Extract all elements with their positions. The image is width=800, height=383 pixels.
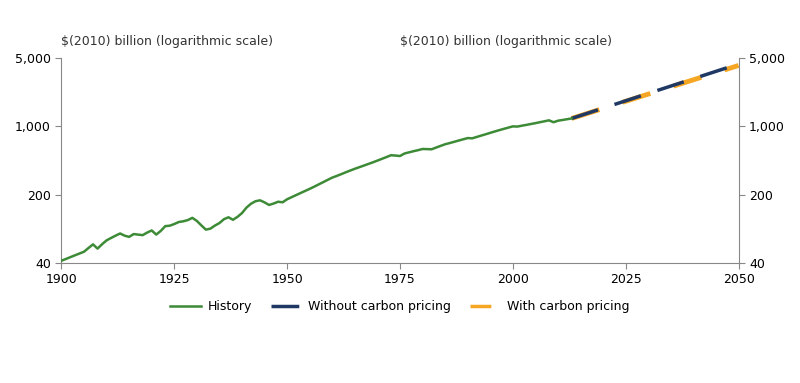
Text: $(2010) billion (logarithmic scale): $(2010) billion (logarithmic scale) (62, 35, 274, 48)
Legend: History, Without carbon pricing, With carbon pricing: History, Without carbon pricing, With ca… (165, 295, 635, 318)
Text: $(2010) billion (logarithmic scale): $(2010) billion (logarithmic scale) (400, 35, 612, 48)
